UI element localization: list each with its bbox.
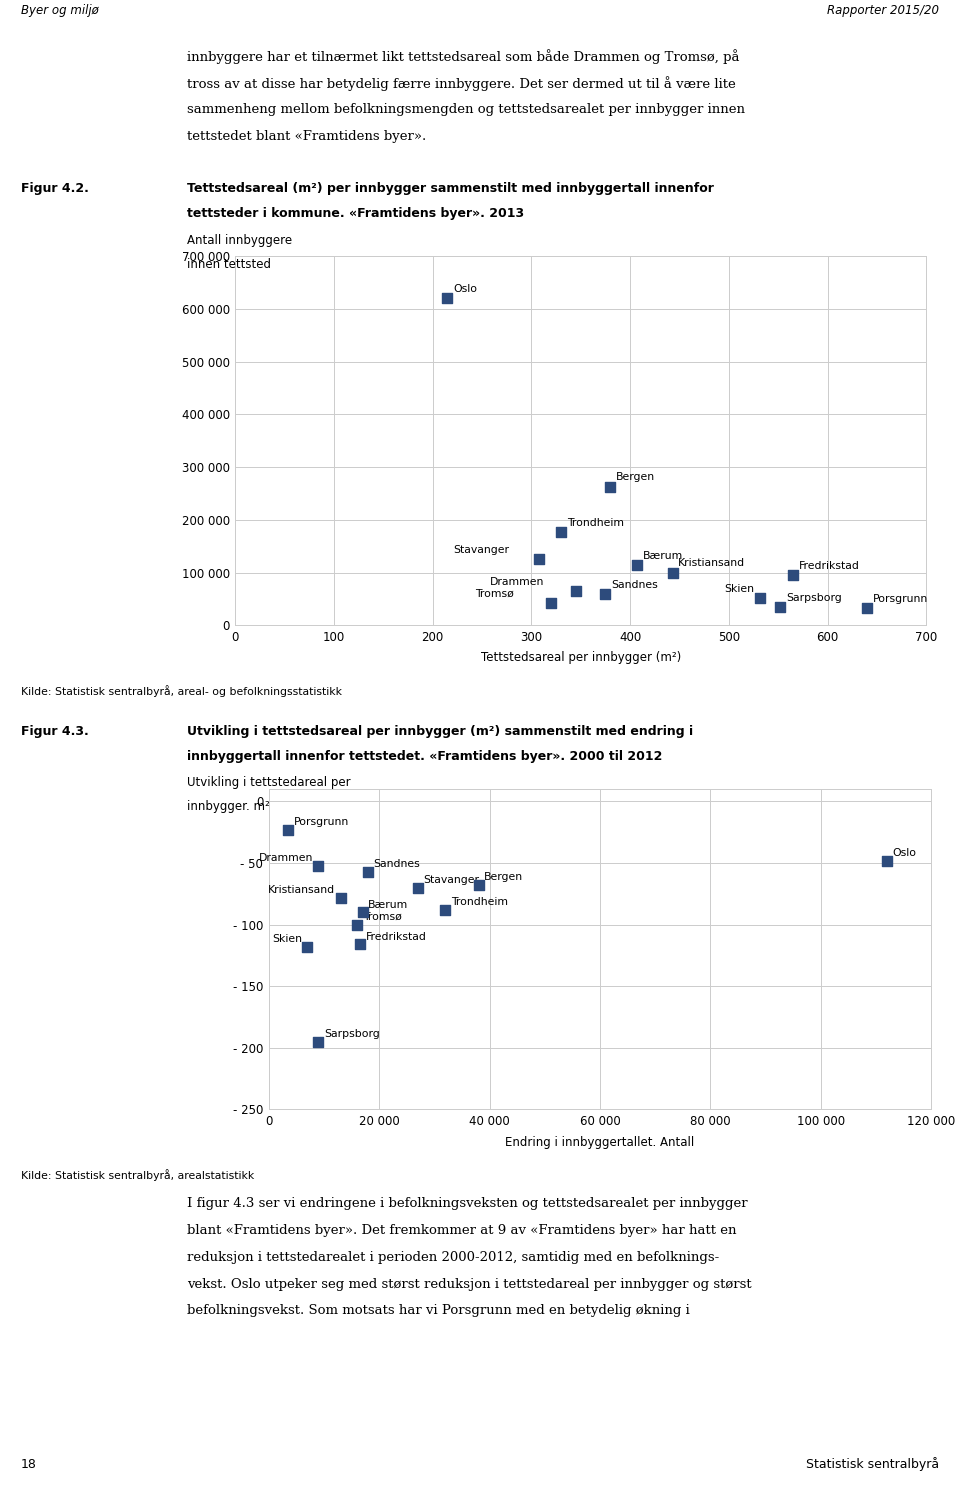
Text: Statistisk sentralbyrå: Statistisk sentralbyrå	[805, 1458, 939, 1471]
Text: Tromsø: Tromsø	[475, 590, 514, 599]
Point	[311, 853, 326, 877]
Text: Stavanger: Stavanger	[453, 545, 509, 555]
Text: Porsgrunn: Porsgrunn	[294, 817, 348, 826]
Point	[360, 859, 375, 883]
Text: Bærum: Bærum	[642, 551, 683, 560]
Text: Oslo: Oslo	[453, 284, 477, 295]
Text: Stavanger: Stavanger	[423, 876, 479, 884]
Point	[352, 932, 368, 956]
Point	[410, 876, 425, 899]
Point	[543, 591, 559, 615]
Text: Rapporter 2015/20: Rapporter 2015/20	[827, 3, 939, 16]
Point	[440, 286, 455, 310]
Text: Drammen: Drammen	[490, 576, 544, 587]
Text: innbygger. m²: innbygger. m²	[187, 800, 270, 813]
Point	[665, 561, 681, 585]
Text: Porsgrunn: Porsgrunn	[873, 594, 928, 605]
Point	[879, 849, 895, 873]
Text: Kristiansand: Kristiansand	[268, 884, 335, 895]
Point	[603, 475, 618, 499]
Point	[355, 901, 371, 925]
Text: Trondheim: Trondheim	[451, 896, 508, 907]
Text: Antall innbyggere: Antall innbyggere	[187, 234, 293, 247]
Text: Sarpsborg: Sarpsborg	[324, 1029, 380, 1039]
Text: vekst. Oslo utpeker seg med størst reduksjon i tettstedareal per innbygger og st: vekst. Oslo utpeker seg med størst reduk…	[187, 1278, 752, 1291]
Text: Fredrikstad: Fredrikstad	[799, 561, 859, 572]
Text: Utvikling i tettstedsareal per innbygger (m²) sammenstilt med endring i: Utvikling i tettstedsareal per innbygger…	[187, 725, 693, 739]
Text: Figur 4.3.: Figur 4.3.	[21, 725, 89, 739]
Text: Tettstedsareal (m²) per innbygger sammenstilt med innbyggertall innenfor: Tettstedsareal (m²) per innbygger sammen…	[187, 182, 714, 195]
Text: Bærum: Bærum	[369, 899, 408, 910]
Point	[773, 596, 788, 619]
Text: Byer og miljø: Byer og miljø	[21, 3, 99, 16]
Point	[859, 597, 875, 621]
Text: tettstedet blant «Framtidens byer».: tettstedet blant «Framtidens byer».	[187, 130, 426, 143]
Text: innen tettsted: innen tettsted	[187, 258, 272, 271]
Point	[300, 935, 315, 959]
Text: I figur 4.3 ser vi endringene i befolkningsveksten og tettstedsarealet per innby: I figur 4.3 ser vi endringene i befolkni…	[187, 1197, 748, 1211]
Text: Oslo: Oslo	[893, 847, 917, 858]
Text: Trondheim: Trondheim	[566, 518, 624, 527]
Text: befolkningsvekst. Som motsats har vi Porsgrunn med en betydelig økning i: befolkningsvekst. Som motsats har vi Por…	[187, 1304, 690, 1318]
Text: Bergen: Bergen	[616, 472, 655, 482]
Text: Fredrikstad: Fredrikstad	[366, 932, 426, 941]
Text: 18: 18	[21, 1458, 37, 1471]
Text: Kristiansand: Kristiansand	[678, 558, 745, 569]
Point	[280, 817, 296, 841]
Text: reduksjon i tettstedarealet i perioden 2000-2012, samtidig med en befolknings-: reduksjon i tettstedarealet i perioden 2…	[187, 1251, 719, 1264]
Point	[598, 582, 613, 606]
Point	[630, 552, 645, 576]
Text: Drammen: Drammen	[258, 853, 313, 862]
Text: tross av at disse har betydelig færre innbyggere. Det ser dermed ut til å være l: tross av at disse har betydelig færre in…	[187, 76, 736, 91]
Point	[785, 563, 801, 587]
Text: Skien: Skien	[272, 934, 301, 944]
Point	[349, 913, 365, 937]
Text: innbyggere har et tilnærmet likt tettstedsareal som både Drammen og Tromsø, på: innbyggere har et tilnærmet likt tettste…	[187, 49, 740, 64]
Text: blant «Framtidens byer». Det fremkommer at 9 av «Framtidens byer» har hatt en: blant «Framtidens byer». Det fremkommer …	[187, 1224, 736, 1237]
Point	[311, 1030, 326, 1054]
Text: Utvikling i tettstedareal per: Utvikling i tettstedareal per	[187, 776, 350, 789]
Text: Sandnes: Sandnes	[612, 579, 658, 590]
Text: tettsteder i kommune. «Framtidens byer». 2013: tettsteder i kommune. «Framtidens byer».…	[187, 207, 524, 220]
Text: Tromsø: Tromsø	[363, 911, 401, 922]
Text: Figur 4.2.: Figur 4.2.	[21, 182, 89, 195]
Text: Bergen: Bergen	[484, 873, 523, 883]
Point	[752, 587, 767, 610]
Text: innbyggertall innenfor tettstedet. «Framtidens byer». 2000 til 2012: innbyggertall innenfor tettstedet. «Fram…	[187, 750, 662, 764]
Text: Sarpsborg: Sarpsborg	[786, 593, 842, 603]
Text: Endring i innbyggertallet. Antall: Endring i innbyggertallet. Antall	[505, 1136, 695, 1150]
Point	[333, 886, 348, 910]
Text: Kilde: Statistisk sentralbyrå, arealstatistikk: Kilde: Statistisk sentralbyrå, arealstat…	[21, 1169, 254, 1181]
Text: Sandnes: Sandnes	[373, 859, 420, 870]
Text: Skien: Skien	[724, 584, 754, 594]
Point	[438, 898, 453, 922]
Text: Kilde: Statistisk sentralbyrå, areal- og befolkningsstatistikk: Kilde: Statistisk sentralbyrå, areal- og…	[21, 685, 342, 697]
Text: Tettstedsareal per innbygger (m²): Tettstedsareal per innbygger (m²)	[481, 651, 681, 664]
Point	[532, 548, 547, 572]
Text: sammenheng mellom befolkningsmengden og tettstedsarealet per innbygger innen: sammenheng mellom befolkningsmengden og …	[187, 103, 745, 116]
Point	[568, 579, 584, 603]
Point	[470, 873, 486, 896]
Point	[553, 520, 568, 543]
